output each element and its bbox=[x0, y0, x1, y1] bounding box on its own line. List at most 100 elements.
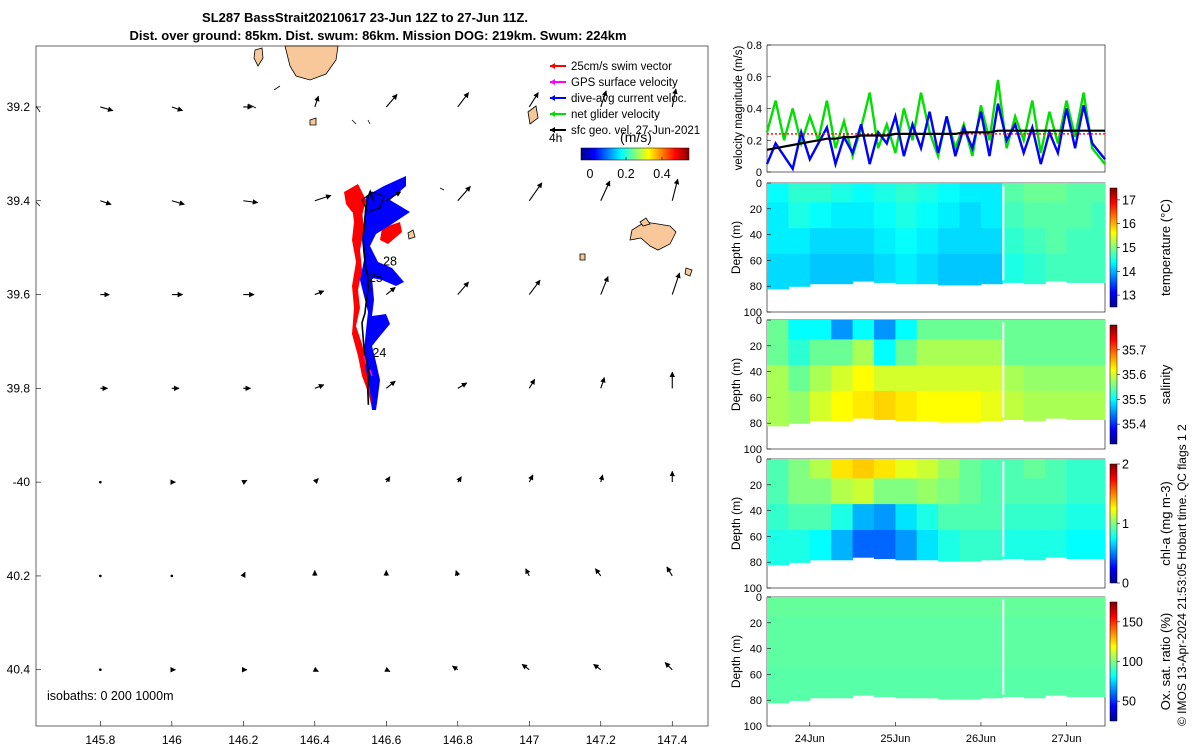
salinity-cell bbox=[831, 390, 854, 422]
velocity-vector bbox=[386, 191, 402, 202]
chla-cell bbox=[1023, 530, 1046, 561]
temperature-data-gap bbox=[1002, 185, 1005, 281]
salinity-cell bbox=[980, 365, 1003, 392]
temperature-y-tick-label: 100 bbox=[744, 307, 762, 319]
salinity-cell bbox=[895, 390, 918, 422]
velocity-vector bbox=[528, 474, 534, 483]
map-x-tick-label: 146.4 bbox=[300, 733, 330, 747]
velocity-vector bbox=[457, 281, 470, 295]
chla-cell bbox=[767, 478, 789, 505]
salinity-ylabel: Depth (m) bbox=[729, 358, 743, 411]
chla-cell bbox=[980, 478, 1003, 505]
temperature-cell bbox=[1002, 183, 1025, 203]
map-x-tick-label: 147.2 bbox=[586, 733, 616, 747]
salinity-colorbar-tick-label: 35.7 bbox=[1122, 343, 1146, 357]
salinity-colorbar bbox=[1109, 324, 1118, 445]
oxygen-cell bbox=[1066, 642, 1093, 669]
map-y-tick-label: 39.6 bbox=[7, 288, 31, 302]
chla-y-tick-label: 60 bbox=[750, 531, 762, 543]
temperature-cell bbox=[980, 202, 1003, 229]
temperature-cell bbox=[874, 183, 896, 203]
temperature-cell bbox=[1045, 253, 1068, 282]
oxygen-cell bbox=[959, 642, 982, 669]
velocity-vector bbox=[664, 662, 673, 671]
velocity-vector bbox=[99, 480, 102, 484]
chla-y-tick-label: 40 bbox=[750, 506, 762, 518]
oxygen-cell bbox=[788, 642, 811, 669]
temperature-y-tick-label: 20 bbox=[750, 204, 762, 216]
oxygen-cell bbox=[938, 616, 961, 643]
velocity-vector bbox=[451, 665, 459, 672]
chla-cell bbox=[980, 459, 1003, 479]
salinity-cell bbox=[767, 339, 789, 366]
salinity-cell bbox=[1066, 320, 1093, 340]
velocity-vector bbox=[384, 666, 391, 672]
chla-cell bbox=[1002, 504, 1025, 531]
velocity-vector bbox=[525, 568, 531, 577]
chla-cell bbox=[1045, 504, 1068, 531]
velocity-vector bbox=[600, 276, 609, 295]
islet-7 bbox=[684, 267, 693, 277]
time-axis-tick-label: 27Jun bbox=[1052, 733, 1082, 745]
velocity-vector bbox=[312, 478, 319, 484]
salinity-cell bbox=[895, 339, 918, 366]
temperature-cell bbox=[874, 253, 896, 283]
temperature-cell bbox=[1066, 253, 1093, 283]
chla-cell bbox=[831, 530, 854, 561]
temperature-cell bbox=[788, 253, 811, 287]
velocity-vector bbox=[99, 668, 102, 672]
islet-4 bbox=[639, 217, 651, 227]
temperature-cell bbox=[1092, 202, 1106, 229]
chla-cell bbox=[831, 504, 854, 531]
speed-colorbar bbox=[580, 147, 690, 161]
oxygen-cell bbox=[1092, 668, 1106, 697]
chla-y-tick-label: 80 bbox=[750, 557, 762, 569]
temperature-cell bbox=[1023, 183, 1046, 203]
chla-y-tick-label: 100 bbox=[744, 583, 762, 595]
temperature-cell bbox=[1066, 202, 1093, 229]
chla-cell bbox=[959, 504, 982, 531]
oxygen-cell bbox=[852, 616, 875, 643]
chla-cell bbox=[1092, 504, 1106, 531]
oxygen-cell bbox=[809, 642, 832, 669]
salinity-cell bbox=[767, 365, 789, 392]
map-legend: 25cm/s swim vector GPS surface velocity di… bbox=[550, 61, 700, 137]
speed-colorbar-tick-label: 0.2 bbox=[617, 167, 634, 181]
oxygen-colorbar-tick-label: 150 bbox=[1122, 615, 1143, 629]
temperature-colorbar-tick-label: 16 bbox=[1122, 217, 1136, 231]
salinity-cell bbox=[831, 365, 854, 392]
velocity-vector bbox=[457, 92, 470, 108]
chla-cell bbox=[788, 478, 811, 505]
temperature-cell bbox=[788, 202, 811, 229]
salinity-colorbar-tick-label: 35.4 bbox=[1122, 418, 1146, 432]
velocity-vector bbox=[600, 376, 606, 389]
track-swaths bbox=[344, 176, 410, 410]
temperature-colorbar bbox=[1109, 187, 1118, 308]
temperature-colorbar-tick-label: 13 bbox=[1122, 289, 1136, 303]
temperature-cell bbox=[767, 183, 789, 203]
oxygen-cell bbox=[916, 668, 939, 699]
imos-copyright-label: © IMOS 13-Apr-2024 21:53:05 Hobart time.… bbox=[1175, 424, 1189, 726]
velocity-vector bbox=[385, 93, 398, 108]
hunter-island bbox=[629, 221, 677, 251]
map-x-axis: 145.8 146 146.2 146.4 146.6 146.8 147 147.2 147.… bbox=[85, 721, 688, 747]
day-label: 28 bbox=[383, 255, 397, 269]
temperature-cell bbox=[916, 202, 939, 229]
legend-label: dive-avg current veloc. bbox=[571, 93, 687, 105]
salinity-cell bbox=[809, 320, 832, 340]
chla-cell bbox=[874, 478, 896, 505]
chla-y-tick-label: 20 bbox=[750, 480, 762, 492]
oxygen-cell bbox=[980, 668, 1003, 699]
temperature-cell bbox=[1023, 202, 1046, 229]
oxygen-cell bbox=[1045, 642, 1068, 669]
velocity-vector bbox=[240, 571, 246, 578]
oxygen-y-tick-label: 40 bbox=[750, 644, 762, 656]
oxygen-cell bbox=[767, 616, 789, 643]
velocity-vector bbox=[528, 279, 541, 295]
velocity-vector bbox=[171, 200, 185, 206]
temperature-cell bbox=[809, 228, 832, 255]
salinity-cell bbox=[852, 390, 875, 419]
chla-data-gap bbox=[1002, 461, 1005, 557]
